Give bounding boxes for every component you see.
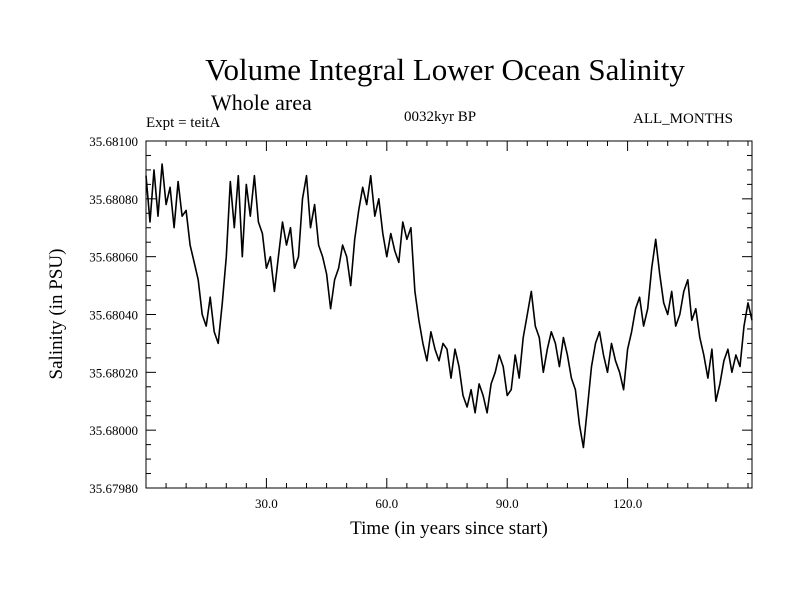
x-axis-label: Time (in years since start)	[350, 518, 548, 539]
y-tick-label: 35.67980	[89, 481, 138, 496]
experiment-label: Expt = teitA	[146, 115, 221, 131]
salinity-series-line	[145, 163, 753, 449]
chart-subtitle: Whole area	[211, 90, 312, 115]
y-tick-label: 35.68020	[89, 365, 138, 380]
x-tick-label: 30.0	[255, 496, 278, 511]
y-tick-label: 35.68000	[89, 423, 138, 438]
months-label: ALL_MONTHS	[633, 111, 733, 127]
y-tick-label: 35.68080	[89, 192, 138, 207]
x-tick-label: 60.0	[375, 496, 398, 511]
y-tick-label: 35.68100	[89, 134, 138, 149]
chart-title: Volume Integral Lower Ocean Salinity	[205, 52, 685, 87]
y-tick-label: 35.68060	[89, 250, 138, 265]
y-tick-label: 35.68040	[89, 308, 138, 323]
y-axis: 35.67980 35.68000 35.68020 35.68040 35.68060…	[89, 134, 752, 496]
period-label: 0032kyr BP	[404, 109, 477, 125]
x-tick-label: 90.0	[496, 496, 519, 511]
x-tick-label: 120.0	[613, 496, 642, 511]
x-axis: 30.0 60.0 90.0 120.0	[165, 141, 749, 511]
y-axis-label: Salinity (in PSU)	[46, 249, 67, 380]
